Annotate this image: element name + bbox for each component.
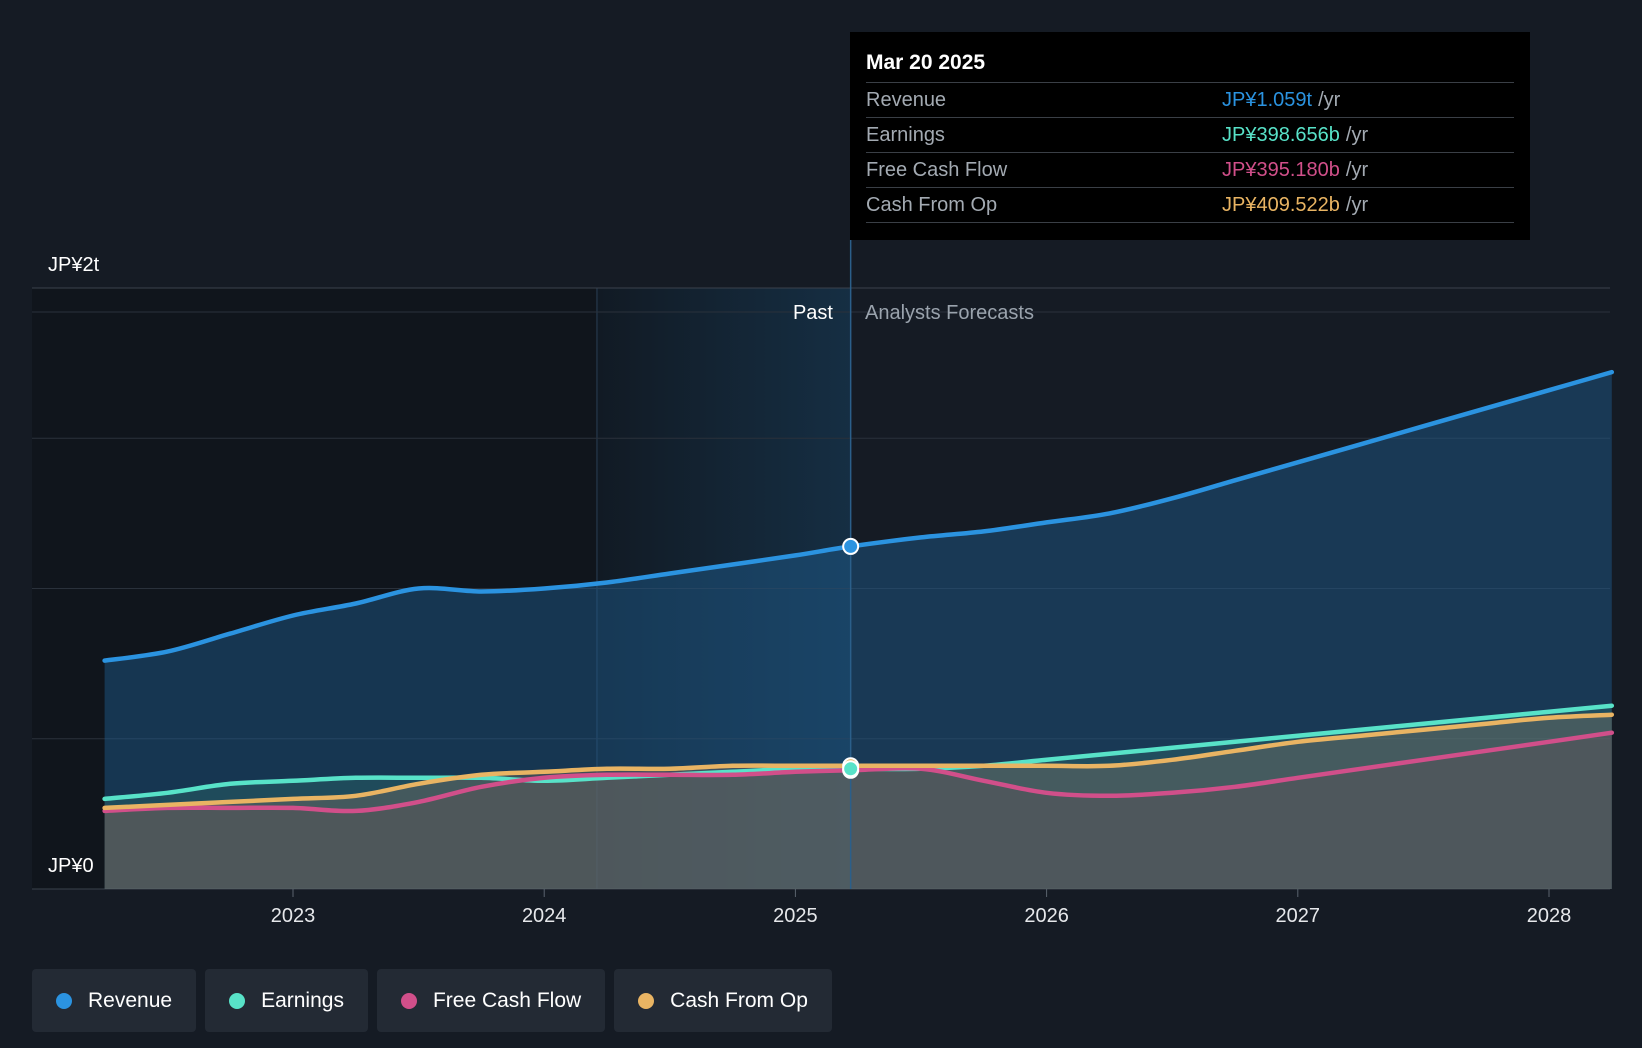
legend-item-revenue[interactable]: Revenue bbox=[32, 969, 197, 1032]
legend-dot-icon bbox=[229, 992, 246, 1009]
legend-item-earnings[interactable]: Earnings bbox=[205, 969, 368, 1032]
y-axis-max-label: JP¥2t bbox=[48, 254, 100, 276]
legend-dot-icon bbox=[638, 992, 655, 1009]
forecast-label: Analysts Forecasts bbox=[865, 302, 1034, 324]
legend-item-free-cash-flow[interactable]: Free Cash Flow bbox=[376, 969, 606, 1032]
past-label: Past bbox=[793, 302, 833, 324]
legend-label: Earnings bbox=[261, 988, 344, 1012]
x-tick-label: 2026 bbox=[1024, 905, 1069, 927]
area-revenue bbox=[104, 372, 1612, 890]
marker-revenue bbox=[842, 537, 860, 555]
legend-label: Cash From Op bbox=[670, 988, 808, 1012]
tooltip-row-earnings: Earnings JP¥398.656b /yr bbox=[866, 118, 1514, 153]
tooltip: Mar 20 2025 Revenue JP¥1.059t /yr Earnin… bbox=[850, 32, 1530, 240]
tooltip-row-name: Cash From Op bbox=[866, 194, 998, 216]
y-axis-min-label: JP¥0 bbox=[48, 855, 94, 877]
x-tick-label: 2024 bbox=[522, 905, 567, 927]
line-revenue bbox=[102, 369, 1615, 663]
legend: Revenue Earnings Free Cash Flow Cash Fro… bbox=[32, 969, 832, 1032]
tooltip-row-value: JP¥395.180b bbox=[1222, 159, 1340, 181]
legend-label: Revenue bbox=[88, 988, 173, 1012]
tooltip-date: Mar 20 2025 bbox=[866, 46, 1514, 83]
x-tick-label: 2023 bbox=[271, 905, 316, 927]
legend-dot-icon bbox=[56, 992, 72, 1009]
legend-dot-icon bbox=[400, 992, 417, 1009]
tooltip-row-free-cash-flow: Free Cash Flow JP¥395.180b /yr bbox=[866, 153, 1514, 188]
legend-item-cash-from-op[interactable]: Cash From Op bbox=[614, 969, 832, 1032]
tooltip-row-value: JP¥398.656b bbox=[1222, 124, 1340, 146]
tooltip-row-unit: /yr bbox=[1345, 159, 1369, 181]
marker-earnings bbox=[842, 760, 860, 778]
tooltip-row-name: Free Cash Flow bbox=[866, 159, 1008, 181]
tooltip-row-unit: /yr bbox=[1318, 89, 1341, 111]
x-tick-label: 2028 bbox=[1527, 905, 1572, 927]
x-tick-label: 2027 bbox=[1276, 905, 1321, 927]
tooltip-row-cash-from-op: Cash From Op JP¥409.522b /yr bbox=[866, 188, 1514, 223]
area-free-cash-flow bbox=[104, 732, 1612, 889]
tooltip-row-value: JP¥409.522b bbox=[1222, 194, 1340, 216]
tooltip-row-unit: /yr bbox=[1345, 194, 1369, 216]
tooltip-row-revenue: Revenue JP¥1.059t /yr bbox=[866, 83, 1514, 118]
legend-label: Free Cash Flow bbox=[432, 988, 582, 1012]
area-cash-from-op bbox=[104, 714, 1612, 889]
tooltip-row-name: Earnings bbox=[866, 124, 945, 146]
x-tick-label: 2025 bbox=[773, 905, 818, 927]
tooltip-row-name: Revenue bbox=[866, 89, 947, 111]
tooltip-row-unit: /yr bbox=[1345, 124, 1369, 146]
tooltip-row-value: JP¥1.059t bbox=[1222, 89, 1313, 111]
